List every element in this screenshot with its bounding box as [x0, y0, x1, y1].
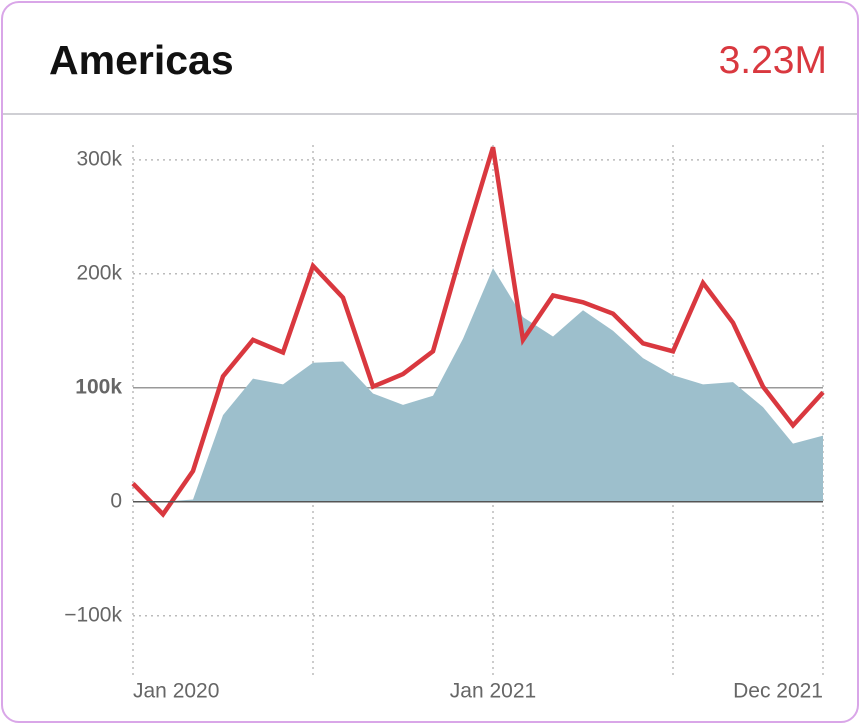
y-tick-label: 200k: [76, 261, 122, 284]
x-tick-label: Jan 2021: [450, 680, 536, 703]
x-tick-label: Jan 2020: [133, 680, 219, 703]
y-tick-label: 0: [110, 489, 122, 512]
line: [131, 146, 825, 518]
region-title: Americas: [49, 37, 234, 83]
area: [133, 268, 823, 502]
x-tick-label: Dec 2021: [733, 680, 823, 703]
region-total: 3.23M: [718, 39, 827, 82]
card-header: Americas 3.23M: [3, 3, 857, 115]
y-tick-label: −100k: [64, 603, 122, 626]
y-tick-label: 300k: [76, 147, 122, 170]
y-tick-label: 100k: [75, 375, 122, 398]
